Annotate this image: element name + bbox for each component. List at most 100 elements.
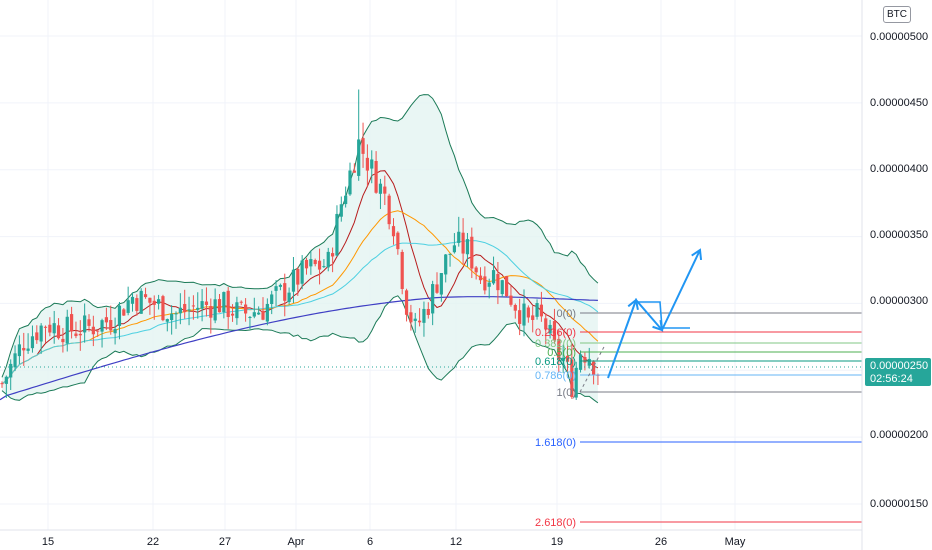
- candle-body: [39, 325, 43, 342]
- candle-body: [344, 195, 348, 205]
- candle-body: [270, 294, 274, 305]
- time-tick-label: 19: [551, 536, 563, 548]
- fib-level-label: 0(0): [556, 308, 576, 320]
- time-tick-label: 6: [367, 536, 373, 548]
- time-tick-label: 15: [42, 536, 54, 548]
- candle-body: [204, 301, 209, 305]
- candle-body: [491, 270, 496, 284]
- candle-body: [570, 359, 574, 398]
- candle-body: [274, 286, 278, 291]
- candle-body: [326, 251, 330, 268]
- candle-body: [261, 310, 265, 320]
- candle-body: [313, 259, 317, 265]
- candle-body: [513, 304, 517, 311]
- time-tick-label: Apr: [287, 536, 304, 548]
- candle-body: [52, 323, 56, 334]
- candle-body: [404, 290, 409, 315]
- candle-body: [122, 309, 126, 316]
- candle-body: [226, 290, 230, 318]
- candle-body: [96, 330, 100, 332]
- candle-body: [248, 316, 252, 318]
- candle-body: [209, 306, 213, 318]
- ma-slow-line: [1, 240, 599, 385]
- price-tick-label: 0.00000350: [870, 229, 928, 241]
- candle-body: [61, 338, 65, 343]
- time-tick-label: 12: [450, 536, 462, 548]
- candle-body: [117, 305, 122, 326]
- candle-body: [435, 284, 439, 293]
- candle-body: [592, 361, 596, 375]
- candle-body: [457, 231, 461, 243]
- candle-body: [0, 383, 4, 385]
- bollinger-upper: [1, 94, 599, 378]
- candle-body: [452, 245, 456, 253]
- candle-body: [561, 357, 565, 362]
- candle-body: [265, 303, 269, 322]
- candle-body: [278, 284, 282, 287]
- candle-body: [535, 303, 539, 317]
- candle-body: [370, 159, 374, 169]
- candle-body: [296, 268, 300, 285]
- price-tick-label: 0.00000200: [870, 429, 928, 441]
- candle-body: [157, 299, 161, 304]
- candle-body: [43, 326, 48, 328]
- candle-body: [531, 315, 535, 320]
- candle-body: [200, 301, 204, 309]
- candle-body: [143, 294, 148, 298]
- candle-body: [230, 313, 235, 316]
- fib-retracement[interactable]: 0(0) 0.236(0)0.382(0)0.5(0)0.618(0) 0.786(…: [535, 308, 862, 529]
- projection-arrows[interactable]: [607, 248, 703, 379]
- candle-body: [178, 307, 182, 314]
- arrow-head: [691, 248, 703, 261]
- time-tick-label: 27: [219, 536, 231, 548]
- candle-body: [474, 267, 478, 273]
- candle-body: [309, 259, 313, 267]
- fib-level-label: 0.618(0): [535, 356, 576, 368]
- time-tick-label: May: [725, 536, 746, 548]
- candle-body: [257, 312, 261, 315]
- currency-badge[interactable]: BTC: [883, 6, 911, 23]
- candle-body: [444, 254, 448, 275]
- candle-body: [191, 305, 195, 307]
- candle-body: [109, 320, 113, 331]
- last-price-tag: 0.00000250 02:56:24: [865, 358, 931, 386]
- candle-body: [135, 298, 139, 311]
- candle-body: [383, 186, 387, 194]
- time-tick-label: 26: [655, 536, 667, 548]
- candle-body: [478, 275, 483, 281]
- candle-body: [439, 273, 443, 295]
- candle-body: [196, 307, 200, 310]
- candle-body: [252, 312, 256, 317]
- candle-body: [539, 304, 543, 317]
- candle-body: [578, 354, 583, 370]
- candle-body: [48, 324, 52, 333]
- candle-body: [130, 296, 135, 304]
- candle-body: [139, 290, 143, 314]
- candle-body: [244, 304, 248, 314]
- ma-long-line: [0, 296, 598, 401]
- candle-body: [387, 195, 391, 225]
- candle-body: [522, 303, 526, 326]
- candle-body: [152, 300, 156, 305]
- last-price-value: 0.00000250: [870, 360, 929, 372]
- candle-body: [322, 266, 326, 268]
- candle-body: [187, 309, 191, 311]
- candle-body: [496, 273, 500, 291]
- candle-body: [365, 157, 369, 171]
- candle-body: [518, 310, 522, 324]
- candle-body: [74, 333, 78, 337]
- candle-body: [9, 363, 13, 378]
- candle-body: [35, 332, 39, 341]
- candle-body: [148, 297, 152, 303]
- fib-trend-line: [579, 344, 606, 393]
- candle-body: [339, 204, 343, 217]
- candle-body: [418, 320, 422, 323]
- projection-path[interactable]: [607, 249, 701, 379]
- candle-body: [30, 336, 35, 349]
- price-tick-label: 0.00000400: [870, 163, 928, 175]
- fib-level-label: 1(0): [556, 387, 576, 399]
- candle-body: [104, 317, 108, 323]
- candle-body: [317, 260, 322, 270]
